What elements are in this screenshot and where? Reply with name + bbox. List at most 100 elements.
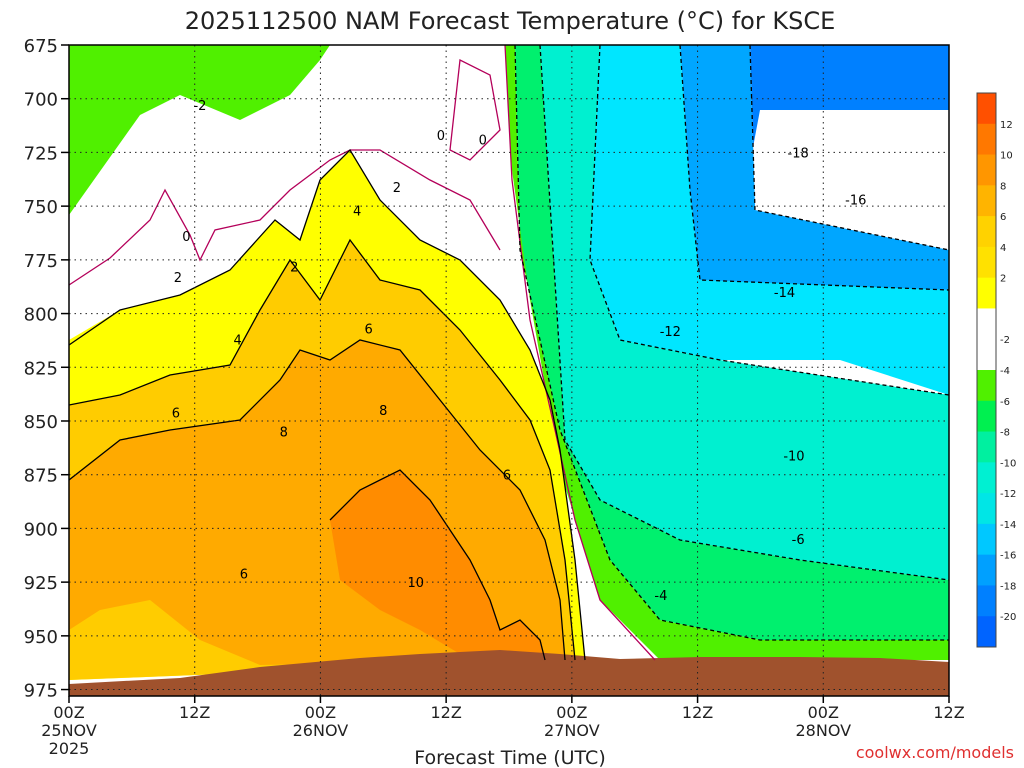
contour-label: -12: [660, 325, 681, 340]
band-cool: [540, 45, 949, 580]
colorbar-tick-label: -12: [1000, 489, 1016, 500]
contour-label: 10: [407, 576, 424, 591]
colorbar-tick-label: -6: [1000, 397, 1010, 408]
colorbar-swatch: [977, 339, 996, 371]
colorbar-swatch: [977, 400, 996, 433]
contour-label: -10: [783, 449, 804, 464]
colorbar-swatch: [977, 246, 996, 279]
band-very-cold: [745, 45, 949, 210]
y-tick-label: 775: [24, 251, 58, 272]
x-tick-label: 12Z: [179, 703, 210, 722]
contour-label: 0: [182, 230, 190, 245]
contour-label: -2: [193, 99, 206, 114]
x-date-label: 28NOV: [795, 721, 851, 740]
colorbar-tick-label: -18: [1000, 581, 1016, 592]
contour-label: 0: [479, 134, 487, 149]
contour-label: 8: [280, 426, 288, 441]
colorbar-swatch: [977, 308, 996, 340]
x-tick-label: 12Z: [430, 703, 461, 722]
y-tick-label: 800: [24, 305, 58, 326]
colorbar-tick-label: 4: [1000, 243, 1006, 254]
contour-zero-left: [69, 149, 501, 286]
terrain-ground: [69, 650, 949, 696]
colorbar-swatch: [977, 216, 996, 248]
colorbar-swatch: [977, 93, 996, 125]
colorbar-tick-label: -14: [1000, 520, 1016, 531]
contour-label: -14: [774, 286, 795, 301]
y-tick-label: 950: [24, 627, 58, 648]
contour-label: 2: [174, 271, 182, 286]
colorbar-swatch: [977, 585, 996, 617]
x-tick-label: 00Z: [808, 703, 839, 722]
contour-label: -4: [654, 589, 667, 604]
band-near-freezing-low: [69, 45, 330, 215]
x-tick-label: 00Z: [305, 703, 336, 722]
colorbar-tick-label: -20: [1000, 612, 1016, 623]
contour-label: 6: [503, 469, 511, 484]
band-cold: [590, 45, 949, 395]
contour-minus-six: [539, 45, 949, 581]
colorbar-swatch: [977, 523, 996, 556]
contour-label: 0: [437, 129, 445, 144]
colorbar-swatch: [977, 616, 996, 648]
chart-title: 2025112500 NAM Forecast Temperature (°C)…: [185, 7, 836, 35]
colorbar-frame: [976, 92, 997, 648]
contour-minus-fourteen: [679, 45, 949, 291]
y-tick-label: 725: [24, 143, 58, 164]
colorbar-swatch: [977, 185, 996, 217]
colorbar-tick-label: 2: [1000, 274, 1006, 285]
contour-six: [69, 339, 566, 661]
contour-label: -18: [788, 146, 809, 161]
colorbar-swatch: [977, 462, 996, 494]
colorbar-tick-label: -16: [1000, 551, 1016, 562]
y-tick-label: 925: [24, 573, 58, 594]
colorbar-tick-label: 6: [1000, 212, 1006, 223]
contour-zero-bubble: [449, 59, 501, 161]
contour-four: [69, 238, 576, 661]
y-tick-label: 750: [24, 197, 58, 218]
colorbar-tick-label: -10: [1000, 458, 1016, 469]
x-tick-label: 00Z: [53, 703, 84, 722]
contour-minus-eighteen: [749, 45, 949, 251]
colorbar-swatch: [977, 277, 996, 309]
contour-minus-four: [514, 45, 949, 641]
x-tick-label: 12Z: [682, 703, 713, 722]
x-date-label: 25NOV: [41, 721, 97, 740]
contour-eight: [329, 469, 546, 661]
y-tick-label: 825: [24, 358, 58, 379]
x-year-label: 2025: [49, 739, 90, 758]
contour-label: 6: [364, 323, 372, 338]
x-tick-label: 00Z: [556, 703, 587, 722]
y-tick-label: 875: [24, 466, 58, 487]
x-axis-label: Forecast Time (UTC): [414, 747, 605, 768]
colorbar-swatch: [977, 554, 996, 586]
x-tick-label: 12Z: [933, 703, 964, 722]
y-tick-label: 850: [24, 412, 58, 433]
x-date-label: 26NOV: [293, 721, 349, 740]
band-cool-mid: [515, 45, 949, 640]
contour-label: 4: [353, 204, 361, 219]
y-tick-label: 900: [24, 519, 58, 540]
contour-label: 8: [379, 404, 387, 419]
colorbar: 12 10 8 6 4 2 -2 -4 -6 -8 -10 -12 -14 -16 -18 -20: [976, 92, 1016, 648]
contour-label: 4: [234, 333, 242, 348]
colorbar-swatch: [977, 154, 996, 186]
source-watermark: coolwx.com/models: [856, 743, 1014, 762]
contour-label: 6: [240, 568, 248, 583]
y-tick-label: 975: [24, 681, 58, 702]
colorbar-tick-label: -2: [1000, 335, 1010, 346]
contour-label: -6: [792, 533, 805, 548]
colorbar-tick-label: 10: [1000, 151, 1013, 162]
x-date-label: 27NOV: [544, 721, 600, 740]
band-hot: [330, 470, 545, 660]
contour-label: 2: [393, 181, 401, 196]
y-tick-label: 700: [24, 90, 58, 111]
band-cold-deep: [680, 45, 949, 290]
contour-label: -16: [845, 194, 866, 209]
colorbar-swatch: [977, 493, 996, 525]
colorbar-swatch: [977, 431, 996, 463]
colorbar-tick-label: 12: [1000, 120, 1013, 131]
colorbar-tick-label: 8: [1000, 181, 1006, 192]
